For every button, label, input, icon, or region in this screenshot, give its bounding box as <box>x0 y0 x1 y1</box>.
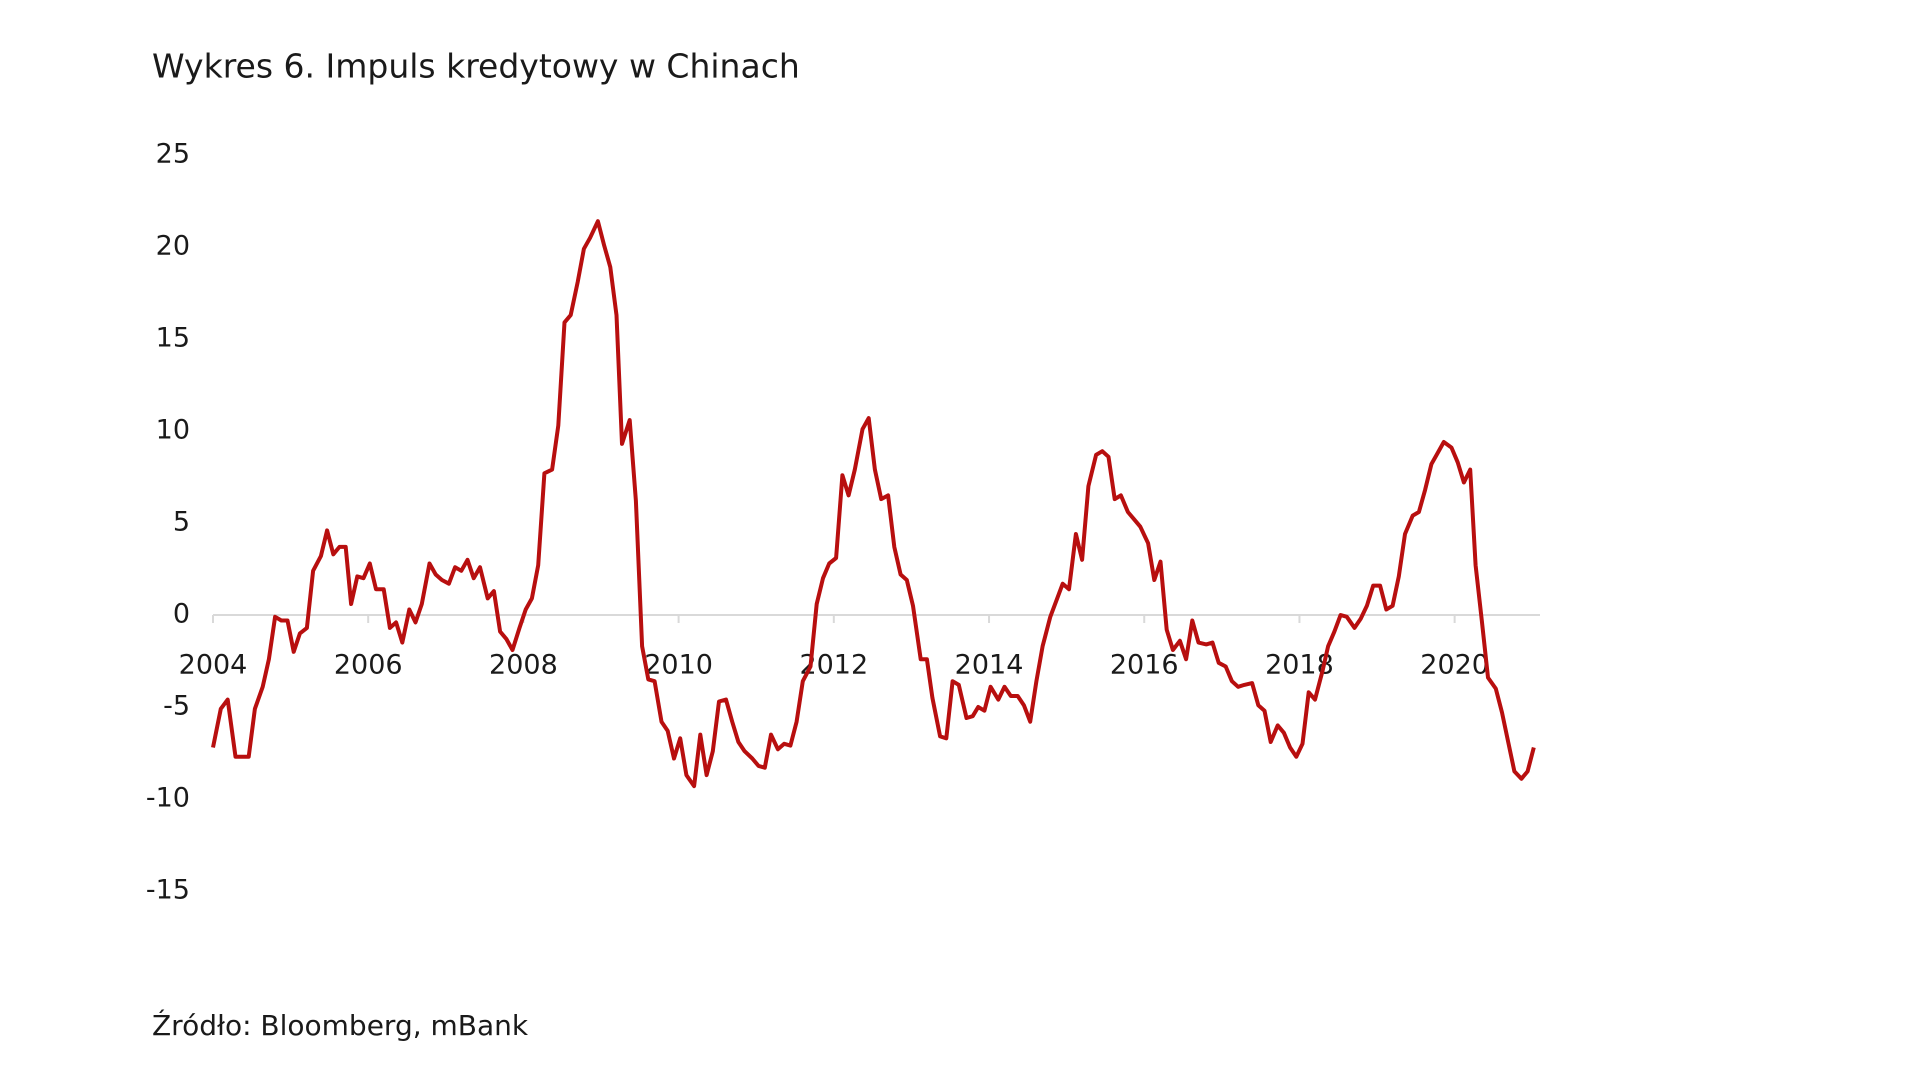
x-tick-label: 2010 <box>644 650 713 681</box>
y-tick-label: 0 <box>173 599 190 630</box>
chart-title: Wykres 6. Impuls kredytowy w Chinach <box>152 47 800 86</box>
y-tick-label: -5 <box>163 691 190 722</box>
y-tick-label: 20 <box>156 231 190 262</box>
y-tick-label: -15 <box>146 875 190 906</box>
y-tick-label: 15 <box>156 323 190 354</box>
y-tick-label: 10 <box>156 415 190 446</box>
x-tick-label: 2004 <box>179 650 248 681</box>
x-tick-label: 2014 <box>955 650 1024 681</box>
x-tick-label: 2006 <box>334 650 403 681</box>
y-tick-label: 25 <box>156 139 190 170</box>
y-tick-label: 5 <box>173 507 190 538</box>
x-tick-label: 2020 <box>1420 650 1489 681</box>
y-tick-label: -10 <box>146 783 190 814</box>
source-note: Źródło: Bloomberg, mBank <box>152 1008 529 1042</box>
data-line <box>211 219 1536 789</box>
x-tick-label: 2016 <box>1110 650 1179 681</box>
x-tick-label: 2008 <box>489 650 558 681</box>
